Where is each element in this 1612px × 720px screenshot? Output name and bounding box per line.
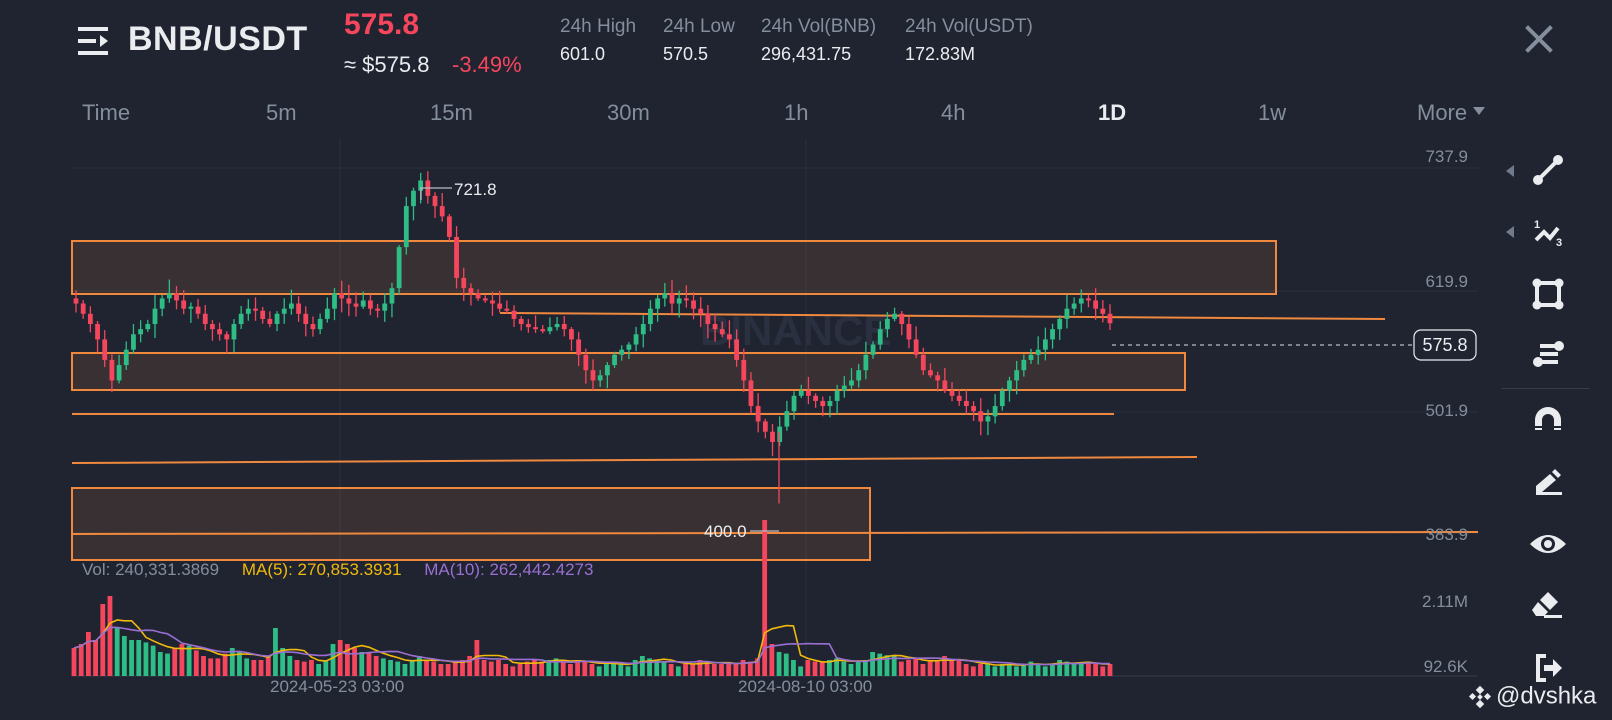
stat-24h-vol-usdt: 24h Vol(USDT) 172.83M [905,16,1033,65]
last-price: 575.8 [344,8,420,41]
toolbar-divider [1502,388,1590,389]
binance-logo-icon [1468,685,1492,708]
stat-label: 24h Vol(USDT) [905,16,1033,37]
expand-arrow-icon[interactable] [1506,165,1514,177]
drawing-toolbar: 1 3 [1500,140,1612,700]
interval-tabs: Time 5m 15m 30m 1h 4h 1D 1w More [0,96,1500,136]
close-icon[interactable] [1524,24,1554,54]
tab-5m[interactable]: 5m [266,100,297,125]
volume-legend: Vol: 240,331.3869 MA(5): 270,853.3931 MA… [82,560,611,580]
tab-30m[interactable]: 30m [607,100,650,125]
volume-bars [71,520,1113,676]
svg-text:575.8: 575.8 [1422,335,1467,355]
tab-4h[interactable]: 4h [941,100,966,125]
expand-arrow-icon[interactable] [1506,226,1514,238]
volume-value: Vol: 240,331.3869 [82,560,220,579]
volume-ma5: MA(5): 270,853.3931 [241,560,402,579]
svg-text:383.9: 383.9 [1425,525,1468,544]
watermark-text: @dvshka [1496,682,1597,710]
tab-1h[interactable]: 1h [784,100,809,125]
tab-15m[interactable]: 15m [430,100,473,125]
trend-line-icon[interactable] [1526,148,1570,192]
price-axis: 737.9 619.9 501.9 383.9 2.11M 92.6K [1422,147,1469,676]
tab-time[interactable]: Time [82,100,131,125]
volume-moving-averages [73,619,1110,666]
stat-value: 172.83M [905,44,976,64]
date-label: 2024-08-10 03:00 [738,677,873,696]
volume-ma10: MA(10): 262,442.4273 [424,560,594,579]
watermark: @dvshka [1468,682,1596,711]
stat-24h-vol-bnb: 24h Vol(BNB) 296,431.75 [761,16,876,65]
svg-text:721.8: 721.8 [454,180,497,199]
horizontal-lines-icon[interactable] [1526,332,1570,376]
date-label: 2024-05-23 03:00 [270,677,405,696]
menu-icon[interactable] [78,26,112,56]
tab-more[interactable]: More [1417,100,1486,126]
stat-label: 24h High [560,16,637,37]
rectangle-icon[interactable] [1526,272,1570,316]
eraser-icon[interactable] [1526,584,1570,628]
stat-label: 24h Vol(BNB) [761,16,877,37]
svg-text:400.0: 400.0 [704,522,747,541]
stat-value: 570.5 [663,44,709,64]
header: BNB/USDT 575.8 ≈ $575.8 -3.49% 24h High … [0,0,1612,95]
caret-down-icon [1473,107,1486,116]
svg-text:2.11M: 2.11M [1422,592,1468,611]
svg-text:619.9: 619.9 [1425,272,1468,291]
stat-label: 24h Low [663,16,735,37]
stat-value: 601.0 [560,44,606,64]
pencil-icon[interactable] [1526,460,1570,504]
pair-title[interactable]: BNB/USDT [128,20,308,58]
svg-text:1: 1 [1534,219,1540,231]
annotations: 721.8 400.0 575.8 [420,180,1477,541]
fibonacci-icon[interactable]: 1 3 [1526,210,1570,254]
grid-lines: BINANCE [72,140,1478,677]
svg-text:92.6K: 92.6K [1424,657,1469,676]
candles [73,171,1113,504]
support-resistance-zones [71,240,1479,561]
stat-value: 296,431.75 [761,44,852,64]
candlestick-chart[interactable]: BINANCE 721.8 400.0 575.8 737.9 619.9 501.9 3… [0,0,1500,720]
tab-1w[interactable]: 1w [1258,100,1287,125]
svg-text:737.9: 737.9 [1425,147,1468,166]
change-percent: -3.49% [452,52,522,77]
stat-24h-low: 24h Low 570.5 [663,16,735,65]
svg-text:3: 3 [1556,237,1562,249]
tab-1d[interactable]: 1D [1098,100,1127,125]
tab-more-label: More [1417,100,1468,125]
stat-24h-high: 24h High 601.0 [560,16,636,65]
usd-price: ≈ $575.8 [344,52,430,77]
svg-text:501.9: 501.9 [1425,401,1468,420]
exit-drawing-icon[interactable] [1526,646,1570,690]
magnet-icon[interactable] [1526,398,1570,442]
eye-icon[interactable] [1526,522,1570,566]
